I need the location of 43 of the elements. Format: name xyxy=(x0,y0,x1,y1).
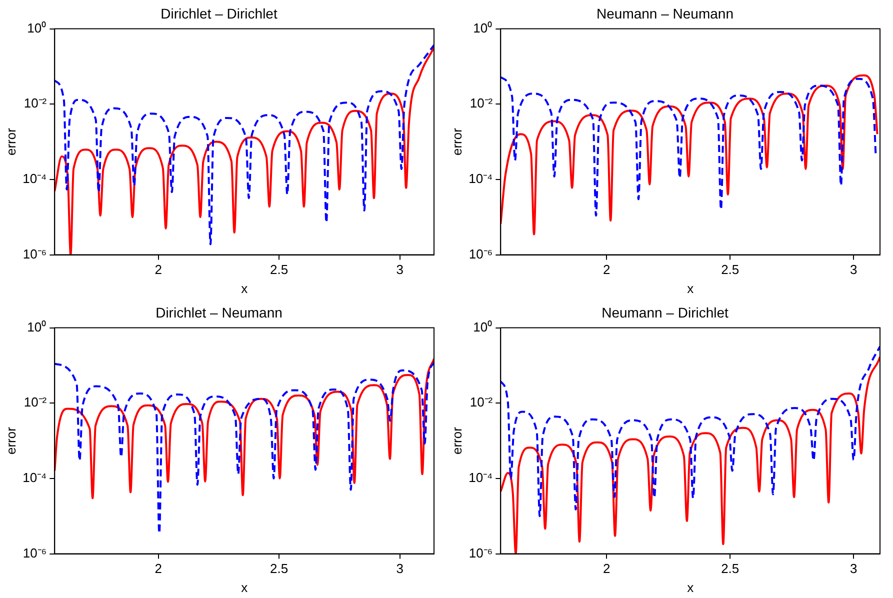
x-tick-label: 2.5 xyxy=(270,561,288,576)
y-tick-label: 10⁻⁴ xyxy=(468,171,493,186)
y-tick-label: 10⁻⁴ xyxy=(468,470,493,486)
y-tick-label: 10⁻² xyxy=(24,96,48,111)
y-tick-label: 10⁰ xyxy=(473,319,493,334)
x-axis-title: x xyxy=(241,280,248,296)
x-tick-label: 2 xyxy=(154,262,162,278)
y-tick-label: 10⁰ xyxy=(27,319,47,334)
x-tick-label: 2 xyxy=(603,561,610,576)
x-tick-label: 2 xyxy=(603,262,610,278)
y-axis-title: error xyxy=(3,127,18,156)
y-tick-label: 10⁰ xyxy=(27,20,47,36)
y-tick-label: 10⁻⁴ xyxy=(22,171,47,186)
x-tick-label: 3 xyxy=(396,561,404,576)
y-tick-label: 10⁻⁴ xyxy=(22,470,47,486)
chart-title: Dirichlet – Neumann xyxy=(156,304,282,320)
y-tick-label: 10⁻⁶ xyxy=(22,545,47,560)
x-tick-label: 2.5 xyxy=(721,262,740,278)
y-tick-label: 10⁻² xyxy=(470,96,494,111)
line-series xyxy=(500,345,880,518)
x-tick-label: 3 xyxy=(850,561,858,576)
y-axis-title: error xyxy=(3,426,18,455)
y-tick-label: 10⁻⁶ xyxy=(468,545,493,560)
x-tick-label: 3 xyxy=(396,262,404,278)
x-tick-label: 2 xyxy=(154,561,162,576)
y-axis-title: error xyxy=(449,127,464,156)
x-axis-title: x xyxy=(687,580,694,595)
y-tick-label: 10⁻⁶ xyxy=(22,246,47,262)
y-tick-label: 10⁻² xyxy=(24,394,48,410)
chart-title: Dirichlet – Dirichlet xyxy=(160,5,278,22)
y-tick-label: 10⁰ xyxy=(473,20,493,36)
x-tick-label: 2.5 xyxy=(270,262,288,278)
y-tick-label: 10⁻⁶ xyxy=(468,246,493,262)
x-axis-title: x xyxy=(241,580,248,595)
y-axis-title: error xyxy=(449,426,464,455)
chart-title: Neumann – Dirichlet xyxy=(602,304,729,320)
line-series xyxy=(54,358,434,500)
y-tick-label: 10⁻² xyxy=(470,394,494,410)
line-series xyxy=(54,361,434,534)
chart-title: Neumann – Neumann xyxy=(596,5,734,22)
x-axis-title: x xyxy=(687,280,694,296)
x-tick-label: 2.5 xyxy=(721,561,740,576)
x-tick-label: 3 xyxy=(850,262,858,278)
